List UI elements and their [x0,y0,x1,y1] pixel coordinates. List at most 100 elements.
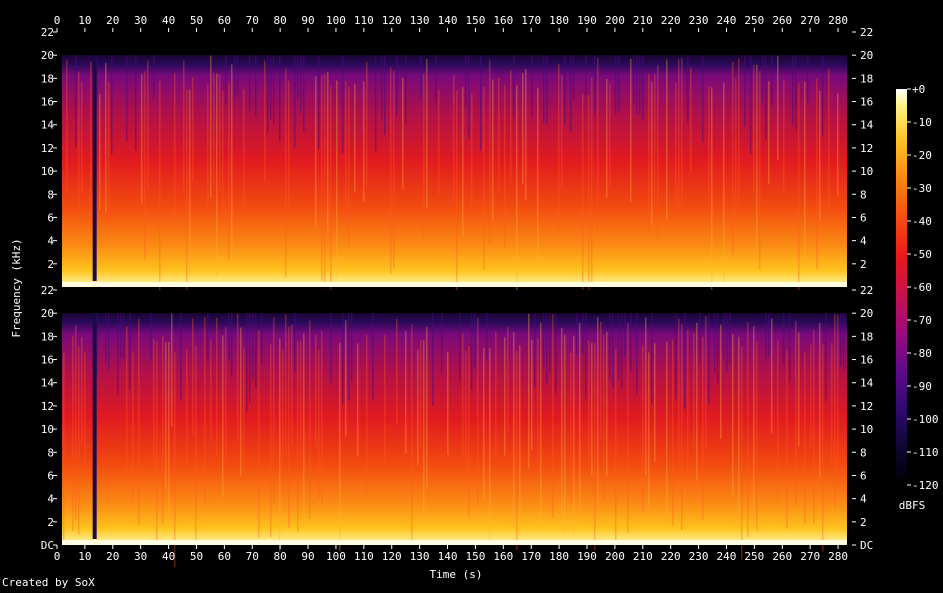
y-tick-label-right: 12 [860,400,873,413]
y-tick-label-right: 10 [860,423,873,436]
y-tick-label-left: 20 [41,307,54,320]
y-tick-label-right: 8 [860,446,867,459]
y-tick-label-right: 6 [860,211,867,224]
y-tick-label-right: 10 [860,165,873,178]
y-tick-label-right: 2 [860,516,867,529]
colorbar-tick-label: -40 [912,215,932,228]
y-tick-label-right: 14 [860,119,874,132]
x-tick-label-top: 160 [493,14,513,27]
y-tick-label-left: 22 [41,26,54,39]
y-tick-label-left: 10 [41,165,54,178]
x-tick-label-top: 270 [800,14,820,27]
x-tick-label-bottom: 100 [326,550,346,563]
y-tick-label-left: 4 [47,493,54,506]
x-axis-label: Time (s) [430,568,483,581]
x-tick-label-bottom: 80 [274,550,287,563]
x-tick-label-top: 180 [549,14,569,27]
y-tick-label-left: 20 [41,49,54,62]
y-tick-label-right: 4 [860,493,867,506]
y-tick-label-left: 16 [41,354,54,367]
y-tick-label-left: 10 [41,423,54,436]
x-tick-label-bottom: 180 [549,550,569,563]
y-tick-label-right: 12 [860,142,873,155]
spectrogram-channel-2 [57,290,852,568]
x-tick-label-bottom: 0 [54,550,61,563]
y-tick-label-left: 18 [41,72,54,85]
x-tick-label-bottom: 280 [828,550,848,563]
y-tick-label-right: 20 [860,307,873,320]
y-tick-label-right: DC [860,539,873,552]
y-axis-label: Frequency (kHz) [10,238,23,337]
colorbar-tick-label: -110 [912,446,939,459]
y-tick-label-left: 14 [41,377,55,390]
y-tick-label-left: 2 [47,258,54,271]
x-tick-label-bottom: 50 [190,550,203,563]
x-tick-label-top: 10 [78,14,91,27]
x-tick-label-bottom: 250 [744,550,764,563]
x-tick-label-top: 20 [106,14,119,27]
colorbar-tick-label: -90 [912,380,932,393]
x-tick-label-bottom: 150 [465,550,485,563]
x-tick-label-bottom: 140 [438,550,458,563]
x-tick-label-bottom: 220 [661,550,681,563]
x-tick-label-bottom: 240 [717,550,737,563]
x-tick-label-top: 280 [828,14,848,27]
x-tick-label-top: 210 [633,14,653,27]
footer-credit: Created by SoX [2,576,95,589]
colorbar-tick-label: -100 [912,413,939,426]
x-tick-label-top: 190 [577,14,597,27]
spectrum-body [62,55,847,287]
colorbar-tick-label: -80 [912,347,932,360]
x-tick-label-top: 130 [410,14,430,27]
colorbar-tick-label: -70 [912,314,932,327]
x-tick-label-bottom: 270 [800,550,820,563]
y-tick-label-left: 18 [41,330,54,343]
x-tick-label-bottom: 90 [301,550,314,563]
x-tick-label-bottom: 30 [134,550,147,563]
colorbar-tick-label: +0 [912,83,925,96]
y-tick-label-right: 22 [860,26,873,39]
x-tick-label-bottom: 160 [493,550,513,563]
y-tick-label-left: 14 [41,119,55,132]
y-tick-label-right: 16 [860,96,873,109]
y-tick-label-right: 22 [860,284,873,297]
x-tick-label-top: 200 [605,14,625,27]
y-tick-label-right: 20 [860,49,873,62]
colorbar-tick-label: -20 [912,149,932,162]
x-tick-label-top: 70 [246,14,259,27]
x-tick-label-top: 90 [301,14,314,27]
colorbar-tick-label: -60 [912,281,932,294]
colorbar-label: dBFS [899,499,926,512]
x-tick-label-top: 140 [438,14,458,27]
x-tick-label-top: 230 [689,14,709,27]
x-tick-label-top: 150 [465,14,485,27]
y-tick-label-right: 18 [860,330,873,343]
x-tick-label-top: 30 [134,14,147,27]
x-tick-label-bottom: 120 [382,550,402,563]
y-tick-label-left: 2 [47,516,54,529]
y-tick-label-right: 2 [860,258,867,271]
x-tick-label-bottom: 260 [772,550,792,563]
y-tick-label-right: 6 [860,469,867,482]
x-tick-label-top: 170 [521,14,541,27]
x-tick-label-bottom: 60 [218,550,231,563]
x-tick-label-top: 80 [274,14,287,27]
x-tick-label-bottom: 20 [106,550,119,563]
x-tick-label-bottom: 10 [78,550,91,563]
x-tick-label-top: 100 [326,14,346,27]
silent-gap [92,313,97,539]
y-tick-label-right: 18 [860,72,873,85]
colorbar-tick-label: -30 [912,182,932,195]
x-tick-label-top: 50 [190,14,203,27]
x-tick-label-bottom: 200 [605,550,625,563]
spectrum-body [62,313,847,545]
colorbar-tick-label: -50 [912,248,932,261]
x-tick-label-bottom: 110 [354,550,374,563]
spectrogram-channel-1 [57,32,852,303]
x-tick-label-bottom: 70 [246,550,259,563]
y-tick-label-left: 8 [47,446,54,459]
x-tick-label-top: 250 [744,14,764,27]
x-tick-label-top: 120 [382,14,402,27]
y-tick-label-left: 4 [47,235,54,248]
x-tick-label-top: 260 [772,14,792,27]
